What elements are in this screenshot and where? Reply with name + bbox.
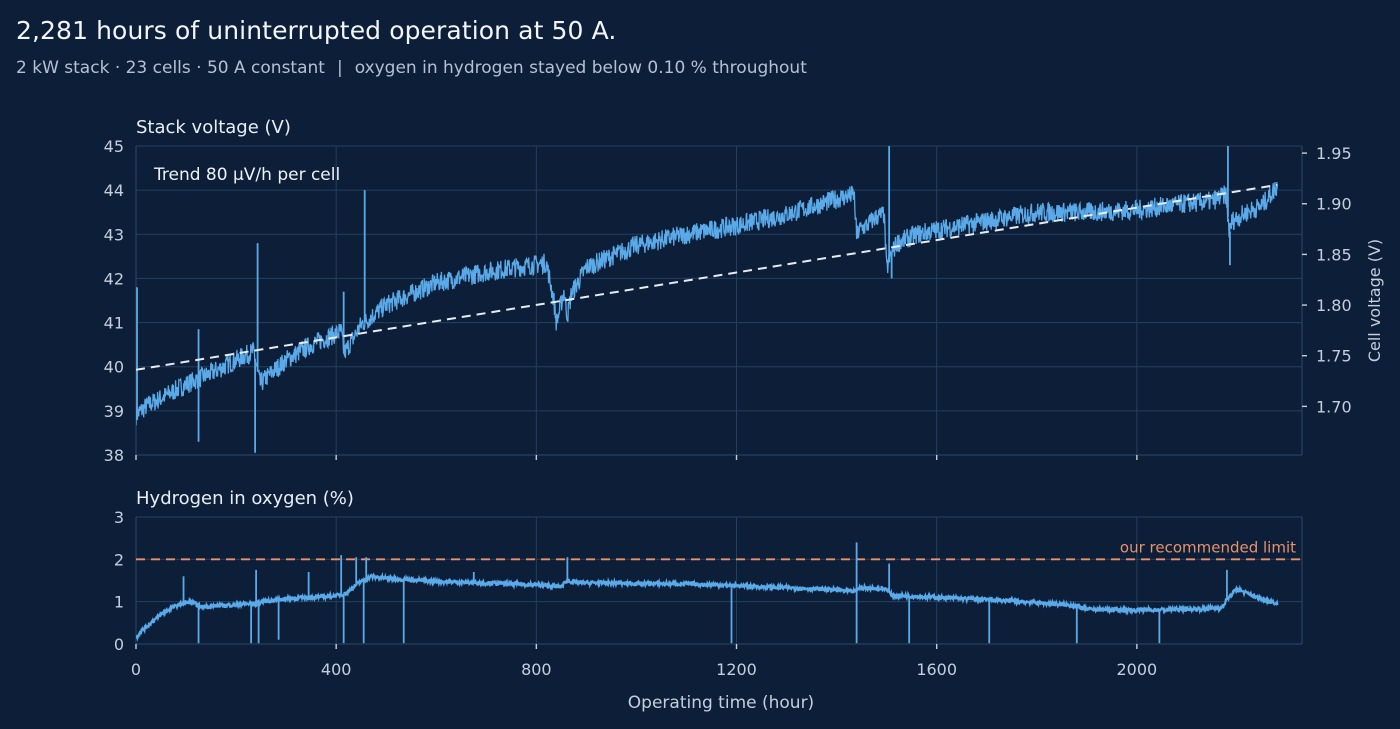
y2-axis-label: Cell voltage (V)	[1365, 239, 1384, 362]
chart-title: 2,281 hours of uninterrupted operation a…	[16, 16, 617, 45]
panel-title: Hydrogen in oxygen (%)	[136, 488, 354, 509]
y2-tick-label: 1.70	[1316, 397, 1352, 416]
hydrogen-series-group	[136, 542, 1279, 644]
stack-voltage-series-group	[136, 146, 1278, 453]
recommended-limit-label: our recommended limit	[1120, 538, 1296, 556]
stack-voltage-panel: 38 39 40 41 42 43 44 45 Stack voltage (V) 1.70 1.7…	[104, 117, 1384, 465]
y-tick-label: 41	[104, 314, 124, 333]
y-tick-label: 1	[114, 593, 124, 612]
subtitle-oxygen-note: oxygen in hydrogen stayed below 0.10 % t…	[354, 58, 807, 78]
trend-annotation: Trend 80 μV/h per cell	[153, 165, 340, 185]
x-tick-label: 400	[321, 660, 352, 679]
stack-voltage-series-line	[136, 181, 1278, 426]
hydrogen-in-oxygen-panel: 0 1 2 3 Hydrogen in oxygen (%) 0 400 800 1200 160…	[114, 488, 1303, 713]
y-tick-label: 44	[104, 181, 124, 200]
x-tick-label: 800	[521, 660, 552, 679]
x-tick-label: 2000	[1116, 660, 1157, 679]
y-tick-label: 42	[104, 269, 124, 288]
subtitle-separator: |	[336, 58, 343, 78]
y-tick-label: 3	[114, 508, 124, 527]
trend-line	[136, 183, 1278, 371]
x-tick-label: 1200	[716, 660, 757, 679]
y2-tick-label: 1.85	[1316, 245, 1352, 264]
y-tick-label: 40	[104, 358, 124, 377]
y-tick-label: 43	[104, 225, 124, 244]
y-tick-label: 38	[104, 446, 124, 465]
y-tick-label: 0	[114, 635, 124, 654]
x-axis-label: Operating time (hour)	[628, 693, 814, 713]
y2-tick-label: 1.90	[1316, 195, 1352, 214]
x-tick-label: 1600	[916, 660, 957, 679]
y2-tick-label: 1.75	[1316, 347, 1352, 366]
panel-title: Stack voltage (V)	[136, 117, 291, 138]
chart-subtitle: 2 kW stack · 23 cells · 50 A constant | ox…	[16, 58, 807, 78]
hydrogen-in-oxygen-series-line	[136, 571, 1279, 642]
y2-tick-label: 1.80	[1316, 296, 1352, 315]
y-tick-label: 2	[114, 550, 124, 569]
y2-tick-label: 1.95	[1316, 144, 1352, 163]
subtitle-stack-info: 2 kW stack · 23 cells · 50 A constant	[16, 58, 325, 78]
y-tick-label: 45	[104, 137, 124, 156]
y-tick-label: 39	[104, 402, 124, 421]
x-tick-label: 0	[131, 660, 141, 679]
